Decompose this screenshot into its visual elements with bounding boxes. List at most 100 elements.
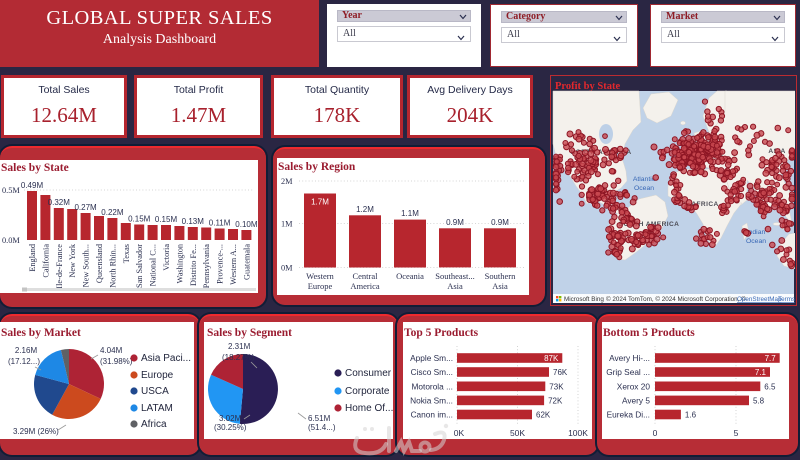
svg-text:Sales by Segment: Sales by Segment (207, 327, 292, 339)
svg-text:Asia: Asia (492, 281, 508, 291)
svg-text:73K: 73K (549, 382, 564, 391)
svg-text:1M: 1M (281, 220, 293, 229)
svg-text:Asia Paci...: Asia Paci... (141, 353, 191, 364)
svg-text:0.0M: 0.0M (2, 236, 20, 245)
svg-text:England: England (28, 243, 37, 272)
svg-text:Ocean: Ocean (634, 185, 654, 192)
svg-text:Ocean: Ocean (746, 238, 766, 245)
svg-text:0.49M: 0.49M (21, 181, 44, 190)
svg-text:Avery Hi-...: Avery Hi-... (609, 353, 650, 363)
svg-text:Canon im...: Canon im... (411, 410, 453, 420)
svg-text:New South...: New South... (82, 244, 91, 287)
svg-text:(30.25%): (30.25%) (214, 423, 247, 432)
svg-text:Avery 5: Avery 5 (622, 395, 650, 405)
svg-text:OpenStreetMap: OpenStreetMap (737, 296, 782, 303)
svg-text:Queensland: Queensland (95, 243, 104, 283)
svg-text:Southeast...: Southeast... (435, 271, 474, 281)
svg-text:1.7M: 1.7M (311, 198, 329, 207)
svg-text:0.9M: 0.9M (491, 218, 509, 227)
svg-text:AFRICA: AFRICA (691, 201, 718, 208)
svg-text:1.1M: 1.1M (401, 209, 419, 218)
svg-text:California: California (41, 244, 50, 278)
svg-text:NORTH AMERICA: NORTH AMERICA (571, 149, 632, 156)
svg-text:USCA: USCA (141, 386, 169, 397)
svg-text:America: America (350, 281, 379, 291)
svg-text:2.16M: 2.16M (15, 346, 38, 355)
svg-text:Indian: Indian (747, 229, 766, 236)
svg-text:0: 0 (653, 428, 658, 438)
svg-text:Oceania: Oceania (396, 271, 424, 281)
svg-text:Profit by State: Profit by State (555, 81, 620, 92)
svg-text:Washington: Washington (175, 243, 184, 283)
svg-text:72K: 72K (548, 396, 563, 405)
svg-text:North Rhin...: North Rhin... (108, 244, 117, 288)
svg-text:0.32M: 0.32M (48, 198, 71, 207)
svg-text:Western: Western (306, 271, 334, 281)
svg-text:Microsoft Bing: Microsoft Bing (564, 296, 604, 303)
svg-text:Motorola ...: Motorola ... (411, 381, 453, 391)
svg-text:Texas: Texas (122, 244, 131, 263)
svg-text:Atlantic: Atlantic (633, 176, 656, 183)
svg-text:6.51M: 6.51M (308, 414, 331, 423)
svg-text:Eureka Di...: Eureka Di... (607, 410, 650, 420)
svg-text:0.27M: 0.27M (74, 203, 97, 212)
svg-text:Sales by State: Sales by State (1, 162, 69, 174)
svg-text:Sales by Region: Sales by Region (278, 161, 356, 173)
svg-text:0K: 0K (454, 428, 465, 438)
svg-text:Terms: Terms (778, 296, 795, 303)
svg-text:Distrito Fe...: Distrito Fe... (189, 244, 198, 286)
svg-text:Pennsylvania: Pennsylvania (202, 244, 211, 289)
svg-text:50K: 50K (510, 428, 525, 438)
svg-text:Grip Seal ...: Grip Seal ... (606, 367, 650, 377)
svg-text:7.7: 7.7 (765, 354, 777, 363)
svg-text:0.13M: 0.13M (182, 217, 205, 226)
svg-text:(18.27%): (18.27%) (222, 353, 255, 362)
svg-text:Nokia Sm...: Nokia Sm... (410, 395, 453, 405)
svg-text:Cisco Sm...: Cisco Sm... (411, 367, 453, 377)
svg-text:0M: 0M (281, 264, 293, 273)
svg-text:0.15M: 0.15M (128, 215, 151, 224)
svg-text:2M: 2M (281, 177, 293, 186)
svg-text:5.8: 5.8 (753, 396, 765, 405)
svg-text:LATAM: LATAM (141, 403, 173, 414)
svg-text:Consumer: Consumer (345, 368, 392, 379)
svg-text:(51.4...): (51.4...) (308, 423, 336, 432)
svg-text:76K: 76K (553, 368, 568, 377)
svg-text:New York: New York (68, 243, 77, 278)
svg-text:Asia: Asia (447, 281, 463, 291)
svg-text:Europe: Europe (141, 370, 174, 381)
svg-text:Corporate: Corporate (345, 386, 390, 397)
svg-text:Xerox 20: Xerox 20 (617, 381, 651, 391)
svg-text:Provence-...: Provence-... (216, 244, 225, 284)
svg-text:0.10M: 0.10M (235, 220, 258, 229)
svg-text:62K: 62K (536, 411, 551, 420)
svg-text:4.04M: 4.04M (100, 346, 123, 355)
svg-text:© 2024 TomTom, © 2024 Microsof: © 2024 TomTom, © 2024 Microsoft Corporat… (606, 295, 746, 303)
svg-text:7.1: 7.1 (755, 368, 767, 377)
svg-text:Central: Central (352, 271, 378, 281)
svg-text:Africa: Africa (141, 419, 167, 430)
svg-text:(31.98%): (31.98%) (100, 357, 133, 366)
svg-text:100K: 100K (568, 428, 588, 438)
svg-text:3.02M: 3.02M (219, 414, 242, 423)
svg-text:Apple Sm...: Apple Sm... (410, 353, 453, 363)
svg-text:0.9M: 0.9M (446, 218, 464, 227)
svg-text:Southern: Southern (485, 271, 516, 281)
svg-text:Home Of...: Home Of... (345, 403, 393, 414)
svg-text:2.31M: 2.31M (228, 342, 251, 351)
svg-text:Sales by Market: Sales by Market (1, 327, 81, 339)
svg-text:Western A...: Western A... (229, 244, 238, 285)
svg-text:6.5: 6.5 (764, 382, 776, 391)
svg-text:(17.12...): (17.12...) (8, 357, 40, 366)
svg-text:San Salvador: San Salvador (135, 244, 144, 288)
svg-text:Guatemala: Guatemala (242, 244, 251, 280)
svg-text:3.29M (26%): 3.29M (26%) (13, 427, 59, 436)
svg-text:0.22M: 0.22M (101, 208, 124, 217)
svg-text:National C...: National C... (149, 244, 158, 286)
svg-text:Europe: Europe (308, 281, 333, 291)
svg-text:0.15M: 0.15M (155, 215, 178, 224)
svg-text:0.11M: 0.11M (209, 219, 231, 228)
svg-text:5: 5 (734, 428, 739, 438)
svg-text:1.6: 1.6 (685, 411, 697, 420)
svg-text:Victoria: Victoria (162, 244, 171, 271)
